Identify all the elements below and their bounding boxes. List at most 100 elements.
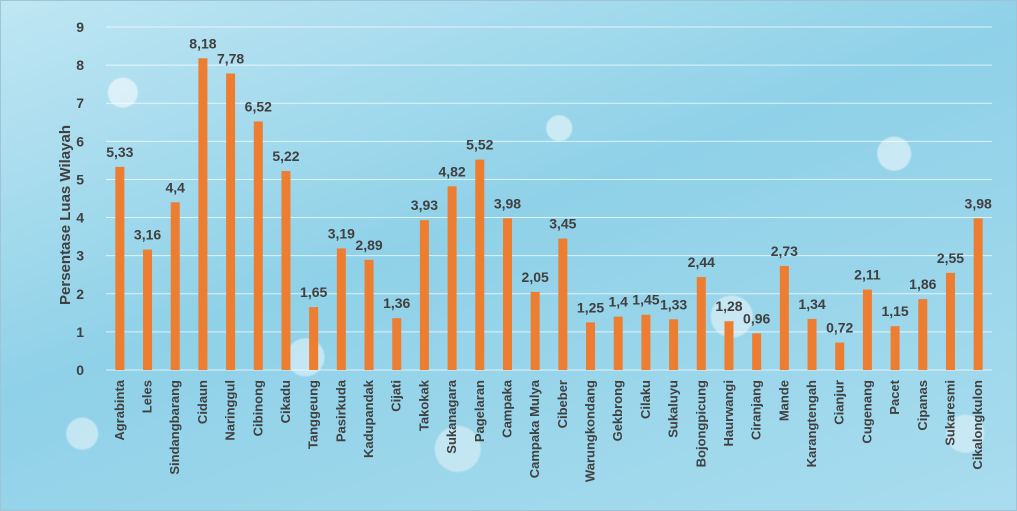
bar <box>696 277 706 370</box>
y-tick-label: 9 <box>76 19 84 35</box>
y-tick-label: 7 <box>76 95 84 111</box>
data-label: 0,72 <box>826 320 853 336</box>
category-label: Sukaresmi <box>942 380 957 446</box>
data-label: 2,89 <box>355 237 382 253</box>
y-tick-label: 2 <box>76 286 84 302</box>
data-label: 7,78 <box>217 50 244 66</box>
bar <box>890 326 900 370</box>
bar <box>973 218 983 370</box>
bar <box>281 171 291 370</box>
bar <box>253 121 263 370</box>
bar <box>835 342 845 370</box>
bar <box>807 318 817 370</box>
category-label: Ciranjang <box>749 380 764 440</box>
category-label: Naringgul <box>223 380 238 441</box>
data-label: 1,36 <box>383 295 410 311</box>
data-label: 5,22 <box>272 148 299 164</box>
category-label: Pagelaran <box>472 380 487 442</box>
bar <box>724 321 734 370</box>
y-tick-label: 3 <box>76 248 84 264</box>
bar <box>918 299 928 370</box>
data-label: 1,33 <box>660 296 687 312</box>
y-axis-label: Persentase Luas Wilayah <box>57 125 74 305</box>
data-label: 1,28 <box>715 298 742 314</box>
category-label: Sukaluyu <box>666 380 681 438</box>
category-label: Mande <box>776 380 791 421</box>
bar <box>309 307 319 370</box>
data-label: 4,82 <box>438 163 465 179</box>
y-axis-ticks: 0 1 2 3 4 5 6 7 8 9 <box>76 19 84 378</box>
category-label: Kadupandak <box>361 379 376 458</box>
data-label: 3,98 <box>965 195 992 211</box>
data-label: 3,93 <box>411 197 438 213</box>
y-tick-label: 8 <box>76 57 84 73</box>
bar <box>475 159 485 370</box>
data-label: 2,55 <box>937 250 964 266</box>
data-label: 3,98 <box>494 195 521 211</box>
data-label: 5,52 <box>466 137 493 153</box>
category-label: Karangtengah <box>804 380 819 467</box>
y-tick-label: 0 <box>76 362 84 378</box>
category-label: Gekbrong <box>610 380 625 441</box>
category-label: Cibinong <box>250 380 265 436</box>
bar <box>945 272 955 370</box>
bar <box>613 316 623 370</box>
data-label: 2,11 <box>854 267 881 283</box>
bar <box>447 186 457 370</box>
data-label: 0,96 <box>743 310 770 326</box>
category-label: Sindangbarang <box>167 380 182 475</box>
category-label: Takokak <box>416 379 431 431</box>
data-label: 1,34 <box>798 296 825 312</box>
bars <box>115 58 983 371</box>
data-label: 1,65 <box>300 284 327 300</box>
y-tick-label: 6 <box>76 133 84 149</box>
bar <box>198 58 208 371</box>
data-label: 3,19 <box>328 225 355 241</box>
data-label: 1,86 <box>909 276 936 292</box>
gridlines <box>106 26 992 371</box>
category-label: Sukanagara <box>444 379 459 453</box>
category-label: Haurwangi <box>721 380 736 446</box>
category-label: Tanggeung <box>306 380 321 449</box>
y-tick-label: 5 <box>76 171 84 187</box>
category-label: Campaka <box>499 379 514 438</box>
bar <box>586 322 596 370</box>
data-label: 2,44 <box>688 254 715 270</box>
data-label: 4,4 <box>165 179 185 195</box>
bar <box>752 333 762 370</box>
data-label: 6,52 <box>245 99 272 115</box>
category-label: Bojongpicung <box>693 380 708 467</box>
category-label: Pacet <box>887 379 902 414</box>
category-label: Cijati <box>389 380 404 412</box>
y-tick-label: 4 <box>76 210 84 226</box>
bar <box>115 166 125 370</box>
bar <box>779 265 789 370</box>
bar <box>502 218 512 370</box>
data-label: 1,15 <box>881 303 908 319</box>
category-label: Cipanas <box>915 380 930 431</box>
data-labels: 5,33 3,16 4,4 8,187,78 6,52 5,22 1,65 3,192,89 1… <box>106 35 992 335</box>
bar <box>392 318 402 370</box>
data-label: 2,73 <box>771 243 798 259</box>
data-label: 1,4 <box>608 294 628 310</box>
bar <box>862 289 872 370</box>
data-label: 3,16 <box>134 227 161 243</box>
bar <box>641 314 651 370</box>
category-label: Cikalongkulon <box>970 380 985 470</box>
data-label: 1,25 <box>577 299 604 315</box>
data-label: 2,05 <box>522 269 549 285</box>
category-label: Cidaun <box>195 380 210 424</box>
category-label: Pasirkuda <box>333 379 348 442</box>
category-label: Agrabinta <box>112 379 127 440</box>
data-label: 5,33 <box>106 144 133 160</box>
bar <box>226 73 236 371</box>
category-label: Cikadu <box>278 380 293 423</box>
category-labels: Agrabinta Leles Sindangbarang Cidaun Naringg… <box>112 379 985 482</box>
category-label: Warungkondang <box>583 380 598 482</box>
bar <box>530 291 540 370</box>
bar <box>419 220 429 370</box>
bar <box>558 238 568 370</box>
data-label: 3,45 <box>549 216 576 232</box>
bar <box>364 259 374 370</box>
